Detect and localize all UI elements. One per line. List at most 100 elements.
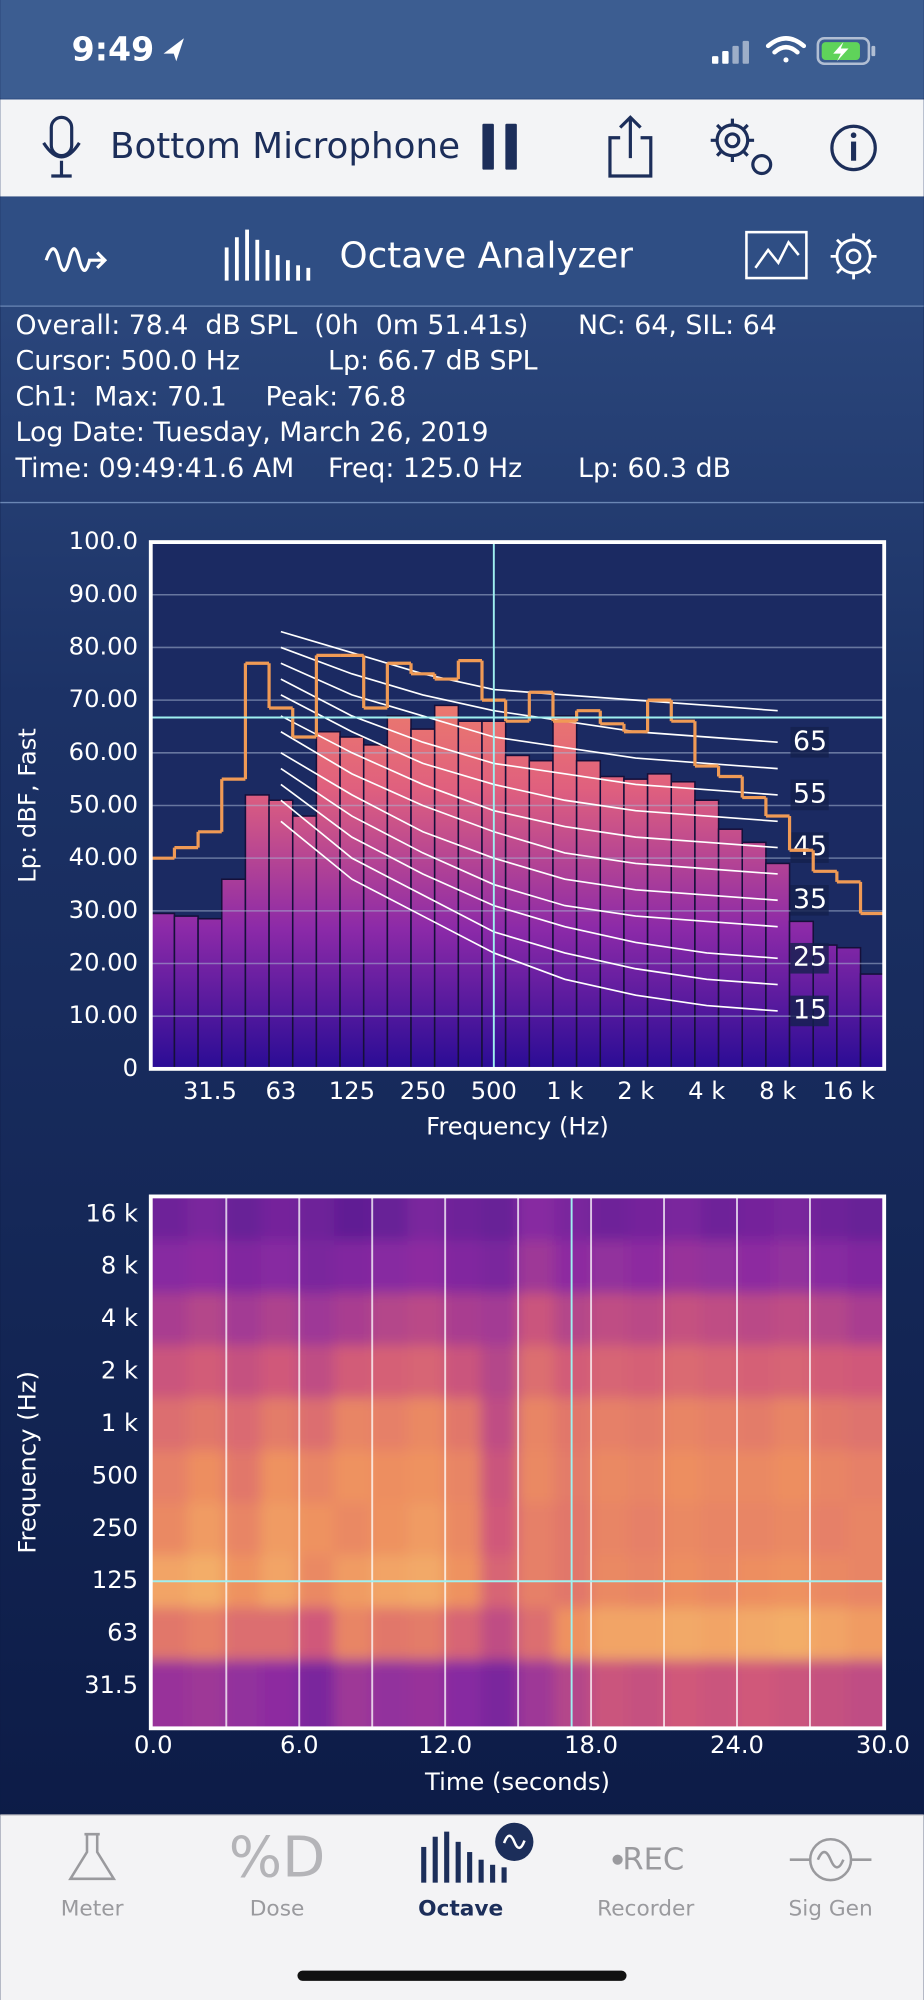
y-tick-label: 40.00	[69, 843, 138, 871]
heat-cell	[297, 1659, 336, 1729]
heat-cell	[517, 1292, 556, 1347]
pause-button[interactable]	[482, 123, 517, 170]
heat-cell	[627, 1196, 666, 1242]
settings-button[interactable]	[710, 118, 773, 176]
heat-cell	[700, 1240, 739, 1294]
nc-label-bg	[790, 779, 829, 811]
heat-cell	[187, 1292, 226, 1347]
heat-cell	[847, 1240, 885, 1294]
heat-cell	[590, 1450, 629, 1504]
share-button[interactable]	[608, 115, 653, 178]
heat-cell	[370, 1345, 409, 1399]
nc-curve	[280, 752, 778, 902]
heat-cell	[810, 1240, 849, 1294]
heat-cell	[774, 1240, 812, 1294]
heat-cell	[370, 1450, 409, 1504]
microphone-button[interactable]	[42, 115, 81, 178]
heat-cell	[260, 1607, 299, 1661]
heat-cell	[847, 1397, 885, 1452]
bar	[859, 973, 885, 1070]
x-tick-label: 250	[400, 1077, 446, 1105]
graph-button[interactable]	[745, 230, 808, 280]
heat-cell	[590, 1240, 629, 1294]
heat-cell	[187, 1196, 226, 1242]
y-tick-label: 125	[92, 1566, 138, 1594]
heat-cell	[700, 1450, 739, 1504]
waveform-button[interactable]	[44, 247, 108, 273]
nc-curve	[280, 694, 778, 823]
tab-label[interactable]: Meter	[61, 1896, 124, 1921]
info-line: NC: 64, SIL: 64	[578, 310, 777, 341]
plot-frame	[148, 540, 887, 1071]
heat-cell	[847, 1502, 885, 1557]
y-tick-label: 1 k	[101, 1409, 138, 1437]
heat-cell	[847, 1292, 885, 1347]
heat-cell	[810, 1292, 849, 1347]
info-button[interactable]	[830, 124, 877, 172]
x-tick-label: 2 k	[617, 1077, 654, 1105]
heat-cell	[664, 1292, 702, 1347]
heat-cell	[554, 1659, 592, 1729]
octave-mode-button[interactable]	[224, 229, 311, 281]
bar	[528, 759, 554, 1070]
heat-cell	[847, 1607, 885, 1661]
toolbar	[0, 99, 924, 197]
x-tick-label: 8 k	[759, 1077, 796, 1105]
heat-cell	[590, 1607, 629, 1661]
bar	[197, 917, 223, 1070]
heat-cell	[407, 1502, 446, 1557]
heat-cell	[444, 1240, 482, 1294]
nc-label-bg	[790, 942, 829, 974]
home-indicator	[297, 1970, 627, 1981]
analyzer-title: Octave Analyzer	[340, 236, 634, 277]
heat-cell	[590, 1397, 629, 1452]
heat-cell	[737, 1345, 776, 1399]
tab-label[interactable]: Sig Gen	[788, 1896, 872, 1921]
heat-cell	[224, 1397, 262, 1452]
analyzer-settings-button[interactable]	[830, 233, 877, 280]
heat-cell	[480, 1196, 519, 1242]
heat-cell	[260, 1240, 299, 1294]
tab-label[interactable]: Dose	[250, 1896, 305, 1921]
heat-cell	[554, 1607, 592, 1661]
input-source[interactable]: Bottom Microphone	[110, 126, 460, 167]
heat-cell	[700, 1607, 739, 1661]
heat-cell	[737, 1240, 776, 1294]
heat-cell	[260, 1196, 299, 1242]
heat-cell	[700, 1659, 739, 1729]
x-tick-label: 16 k	[822, 1077, 875, 1105]
heat-cell	[334, 1292, 372, 1347]
heat-cell	[480, 1397, 519, 1452]
bar	[599, 775, 625, 1070]
heat-cell	[847, 1659, 885, 1729]
heat-cell	[187, 1397, 226, 1452]
heat-cell	[517, 1397, 556, 1452]
x-axis-title: Frequency (Hz)	[426, 1113, 609, 1141]
bar	[765, 862, 791, 1070]
y-tick-label: 20.00	[69, 949, 138, 977]
heat-cell	[297, 1240, 336, 1294]
heat-cell	[150, 1397, 189, 1452]
heat-cell	[370, 1502, 409, 1557]
heat-cell	[700, 1196, 739, 1242]
bar	[670, 781, 696, 1070]
heat-cell	[700, 1502, 739, 1557]
heat-cell	[590, 1196, 629, 1242]
heat-cell	[407, 1196, 446, 1242]
x-tick-label: 63	[265, 1077, 296, 1105]
y-tick-label: 70.00	[69, 685, 138, 713]
nc-curve	[280, 731, 778, 875]
heat-cell	[444, 1292, 482, 1347]
heat-cell	[224, 1502, 262, 1557]
info-line: Cursor: 500.0 Hz	[16, 346, 240, 377]
info-line: Freq: 125.0 Hz	[328, 453, 522, 484]
heat-cell	[737, 1196, 776, 1242]
tab-label[interactable]: Octave	[418, 1896, 503, 1921]
tab-label[interactable]: Recorder	[597, 1896, 694, 1921]
tab-icon-text: %D	[229, 1826, 326, 1891]
nc-label-bg	[790, 995, 829, 1027]
nc-curve	[280, 715, 778, 849]
nc-label-bg	[790, 726, 829, 758]
heat-cell	[627, 1397, 666, 1452]
nc-curve	[280, 767, 778, 928]
